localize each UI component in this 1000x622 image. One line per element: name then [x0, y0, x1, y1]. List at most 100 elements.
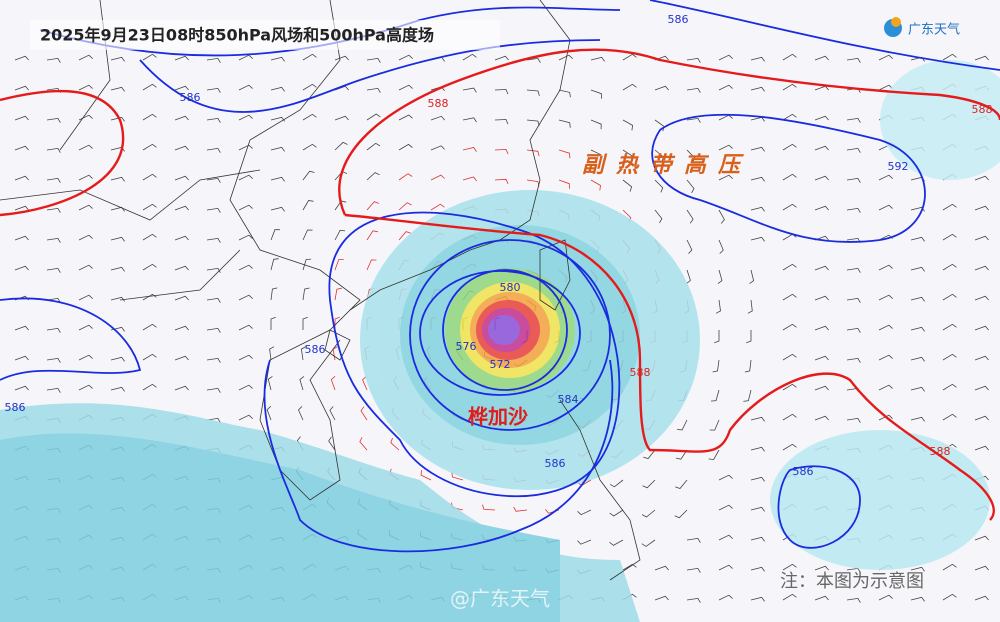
wind-barb	[482, 504, 496, 511]
wind-barb	[942, 413, 957, 421]
wind-barb	[642, 479, 656, 489]
contour-label: 586	[668, 13, 689, 26]
wind-barb	[641, 539, 656, 547]
wind-barb	[718, 54, 733, 61]
wind-barb	[366, 113, 381, 121]
wind-barb	[577, 509, 592, 516]
wind-barb	[686, 597, 701, 603]
wind-barb	[46, 117, 61, 123]
title-backdrop	[30, 20, 500, 50]
wind-barb	[206, 57, 221, 63]
wind-barb	[814, 205, 829, 211]
wind-barb	[974, 325, 989, 331]
wind-barb	[974, 235, 989, 241]
wind-barb	[654, 565, 669, 571]
wind-barb	[750, 476, 765, 482]
wind-barb	[110, 236, 125, 242]
wind-barb	[462, 53, 477, 61]
wind-barb	[782, 413, 797, 421]
wind-barb	[330, 375, 336, 391]
wind-barb	[206, 357, 221, 363]
wind-barb	[302, 258, 312, 271]
wind-barb	[590, 119, 602, 130]
wind-barb	[302, 83, 317, 91]
wind-barb	[334, 229, 346, 241]
wind-barb	[238, 84, 253, 91]
wind-barb	[298, 406, 304, 421]
wind-barb	[300, 346, 306, 361]
wind-barb	[110, 176, 125, 182]
wind-barb	[462, 147, 477, 152]
wind-barb	[46, 237, 61, 243]
wind-barb	[238, 234, 253, 241]
wind-barb	[494, 148, 509, 155]
wind-barb	[398, 84, 413, 91]
wind-barb	[526, 57, 541, 63]
wind-barb	[366, 230, 378, 241]
contour-label: 586	[793, 465, 814, 478]
wind-barb	[362, 376, 368, 391]
wind-barb	[142, 53, 157, 61]
contour-label: 588	[972, 103, 993, 116]
wind-barb	[398, 202, 412, 211]
wind-barb	[174, 205, 189, 211]
wind-barb	[302, 316, 308, 330]
wind-barb	[14, 355, 29, 361]
wind-barb	[974, 445, 989, 451]
contour-label: 588	[930, 445, 951, 458]
wind-barb	[46, 267, 61, 273]
wind-barb	[910, 356, 925, 362]
wind-barb	[718, 174, 733, 181]
wind-barb	[558, 54, 573, 61]
wind-barb	[270, 287, 278, 301]
wind-barb	[142, 293, 157, 301]
wind-barb	[750, 146, 765, 152]
wind-barb	[206, 387, 221, 393]
wind-barb	[238, 384, 253, 391]
wind-barb	[750, 566, 765, 572]
wind-barb	[238, 264, 253, 271]
wind-barb	[714, 330, 720, 344]
wind-barb	[974, 295, 989, 301]
wind-barb	[302, 113, 317, 121]
wind-barb	[206, 177, 221, 183]
wind-barb	[206, 117, 221, 123]
contour-label: 586	[5, 401, 26, 414]
wind-barb	[743, 389, 752, 402]
wind-barb	[622, 563, 637, 571]
wind-barb	[78, 384, 93, 391]
wind-barb	[78, 294, 93, 301]
wind-barb	[142, 173, 157, 181]
wind-barb	[206, 327, 221, 333]
wind-barb	[686, 179, 695, 194]
wind-barb	[430, 115, 446, 121]
wind-barb	[746, 330, 752, 344]
wind-barb	[622, 83, 637, 91]
wind-barb	[14, 55, 29, 61]
wind-barb	[686, 209, 694, 224]
wind-barb	[878, 264, 893, 271]
wind-barb	[142, 233, 157, 241]
wind-barb	[366, 259, 377, 271]
wind-barb	[14, 145, 29, 151]
wind-barb	[462, 87, 477, 93]
wind-barb	[782, 263, 797, 271]
wind-barb	[238, 294, 253, 301]
wind-barb	[654, 179, 664, 193]
wind-barb	[782, 203, 797, 211]
wind-barb	[878, 294, 893, 301]
wind-barb	[329, 406, 336, 421]
wind-barb	[513, 506, 528, 512]
wind-barb	[710, 389, 720, 402]
wind-barb	[206, 237, 221, 243]
wind-barb	[494, 119, 509, 125]
wind-barb	[814, 265, 829, 271]
wind-barb	[334, 259, 344, 271]
wind-barb	[14, 205, 29, 211]
wind-barb	[747, 299, 753, 314]
wind-barb	[782, 293, 797, 301]
wind-barb	[206, 147, 221, 153]
wind-barb	[174, 85, 189, 91]
wind-barb	[142, 143, 157, 151]
wind-barb	[110, 356, 125, 362]
